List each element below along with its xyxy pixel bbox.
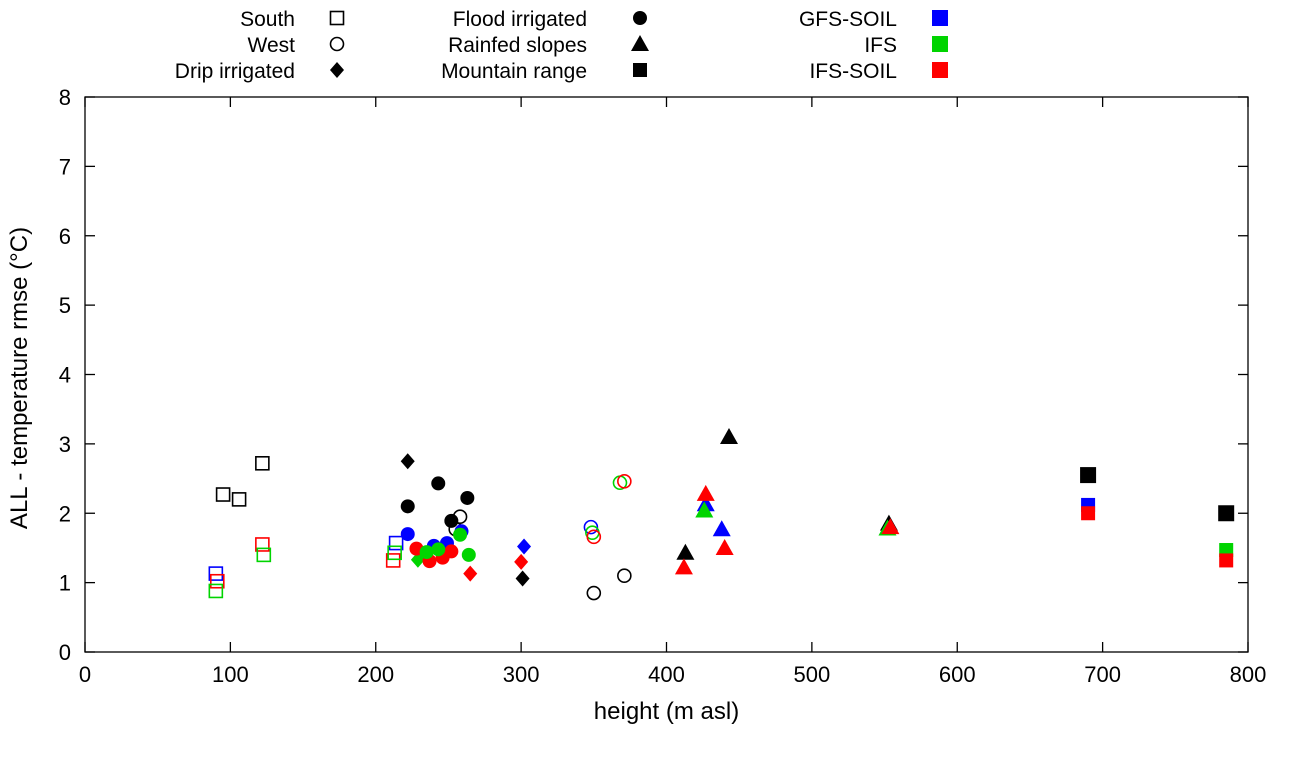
- point-open-square: [385, 553, 401, 568]
- point-filled-triangle: [720, 427, 739, 444]
- point-filled-square: [1081, 506, 1096, 521]
- point-filled-circle: [461, 547, 476, 562]
- point-filled-square: [633, 63, 647, 77]
- point-open-square: [209, 573, 225, 589]
- point-filled-triangle: [674, 558, 693, 575]
- point-open-square: [208, 583, 224, 599]
- point-open-square: [388, 535, 404, 551]
- x-tick-label: 600: [939, 662, 976, 687]
- point-filled-circle: [453, 527, 468, 542]
- point-filled-diamond: [514, 553, 529, 570]
- x-axis-label: height (m asl): [593, 698, 740, 725]
- point-open-circle: [617, 568, 632, 583]
- x-tick-label: 300: [503, 662, 540, 687]
- plot-frame: [84, 96, 1249, 653]
- point-filled-circle: [431, 542, 446, 557]
- point-filled-circle: [400, 527, 415, 542]
- legend-label: IFS-SOIL: [809, 60, 897, 83]
- point-filled-diamond: [463, 565, 478, 582]
- y-tick-label: 5: [59, 293, 71, 318]
- y-tick-label: 2: [59, 501, 71, 526]
- x-tick-label: 0: [79, 662, 91, 687]
- legend-label: South: [240, 8, 295, 31]
- legend-label: Flood irrigated: [453, 8, 587, 31]
- point-filled-circle: [400, 499, 415, 514]
- point-filled-square: [1219, 553, 1234, 568]
- point-filled-square: [932, 10, 948, 26]
- point-open-square: [256, 547, 272, 563]
- legend-label: Drip irrigated: [175, 60, 295, 83]
- point-filled-diamond: [515, 570, 530, 587]
- point-filled-square: [932, 36, 948, 52]
- point-filled-square: [1080, 467, 1097, 484]
- point-open-square: [255, 455, 270, 471]
- point-filled-diamond: [517, 538, 532, 555]
- point-filled-triangle: [881, 518, 900, 535]
- point-open-square: [329, 10, 345, 26]
- point-filled-triangle: [631, 35, 649, 51]
- point-filled-square: [1218, 505, 1235, 522]
- x-tick-label: 100: [212, 662, 249, 687]
- point-filled-circle: [460, 490, 475, 505]
- x-tick-label: 700: [1084, 662, 1121, 687]
- legend-label: IFS: [864, 34, 897, 57]
- y-tick-label: 3: [59, 432, 71, 457]
- point-filled-triangle: [676, 543, 695, 560]
- point-filled-triangle: [696, 484, 715, 501]
- point-filled-circle: [633, 11, 647, 25]
- point-open-square: [387, 545, 402, 561]
- point-filled-circle: [431, 476, 446, 491]
- x-tick-label: 800: [1230, 662, 1267, 687]
- x-tick-label: 400: [648, 662, 685, 687]
- legend-label: Rainfed slopes: [448, 34, 587, 57]
- point-filled-triangle: [712, 520, 731, 537]
- y-tick-label: 6: [59, 224, 71, 249]
- point-open-square: [208, 566, 224, 581]
- point-filled-triangle: [715, 538, 734, 555]
- point-open-circle: [329, 36, 345, 52]
- point-filled-circle: [444, 544, 459, 559]
- legend-label: GFS-SOIL: [799, 8, 897, 31]
- point-open-circle: [583, 519, 599, 535]
- point-open-circle: [586, 529, 602, 545]
- point-filled-diamond: [330, 62, 344, 78]
- point-filled-circle: [419, 545, 434, 560]
- legend-label: Mountain range: [441, 60, 587, 83]
- y-tick-label: 8: [59, 85, 71, 110]
- point-filled-triangle: [695, 501, 714, 518]
- y-axis-label: ALL - temperature rmse (°C): [6, 226, 33, 530]
- point-filled-circle: [444, 513, 459, 528]
- point-open-square: [215, 487, 231, 502]
- point-open-circle: [586, 585, 602, 601]
- y-tick-label: 4: [59, 363, 71, 388]
- legend-label: West: [248, 34, 296, 57]
- y-tick-label: 7: [59, 154, 71, 179]
- y-tick-label: 1: [59, 571, 71, 596]
- point-filled-diamond: [400, 453, 415, 470]
- y-tick-label: 0: [59, 640, 71, 665]
- x-tick-label: 500: [794, 662, 831, 687]
- point-open-square: [255, 537, 270, 552]
- point-open-square: [231, 492, 247, 507]
- x-tick-label: 200: [357, 662, 394, 687]
- point-open-circle: [617, 474, 632, 489]
- point-filled-square: [932, 62, 948, 78]
